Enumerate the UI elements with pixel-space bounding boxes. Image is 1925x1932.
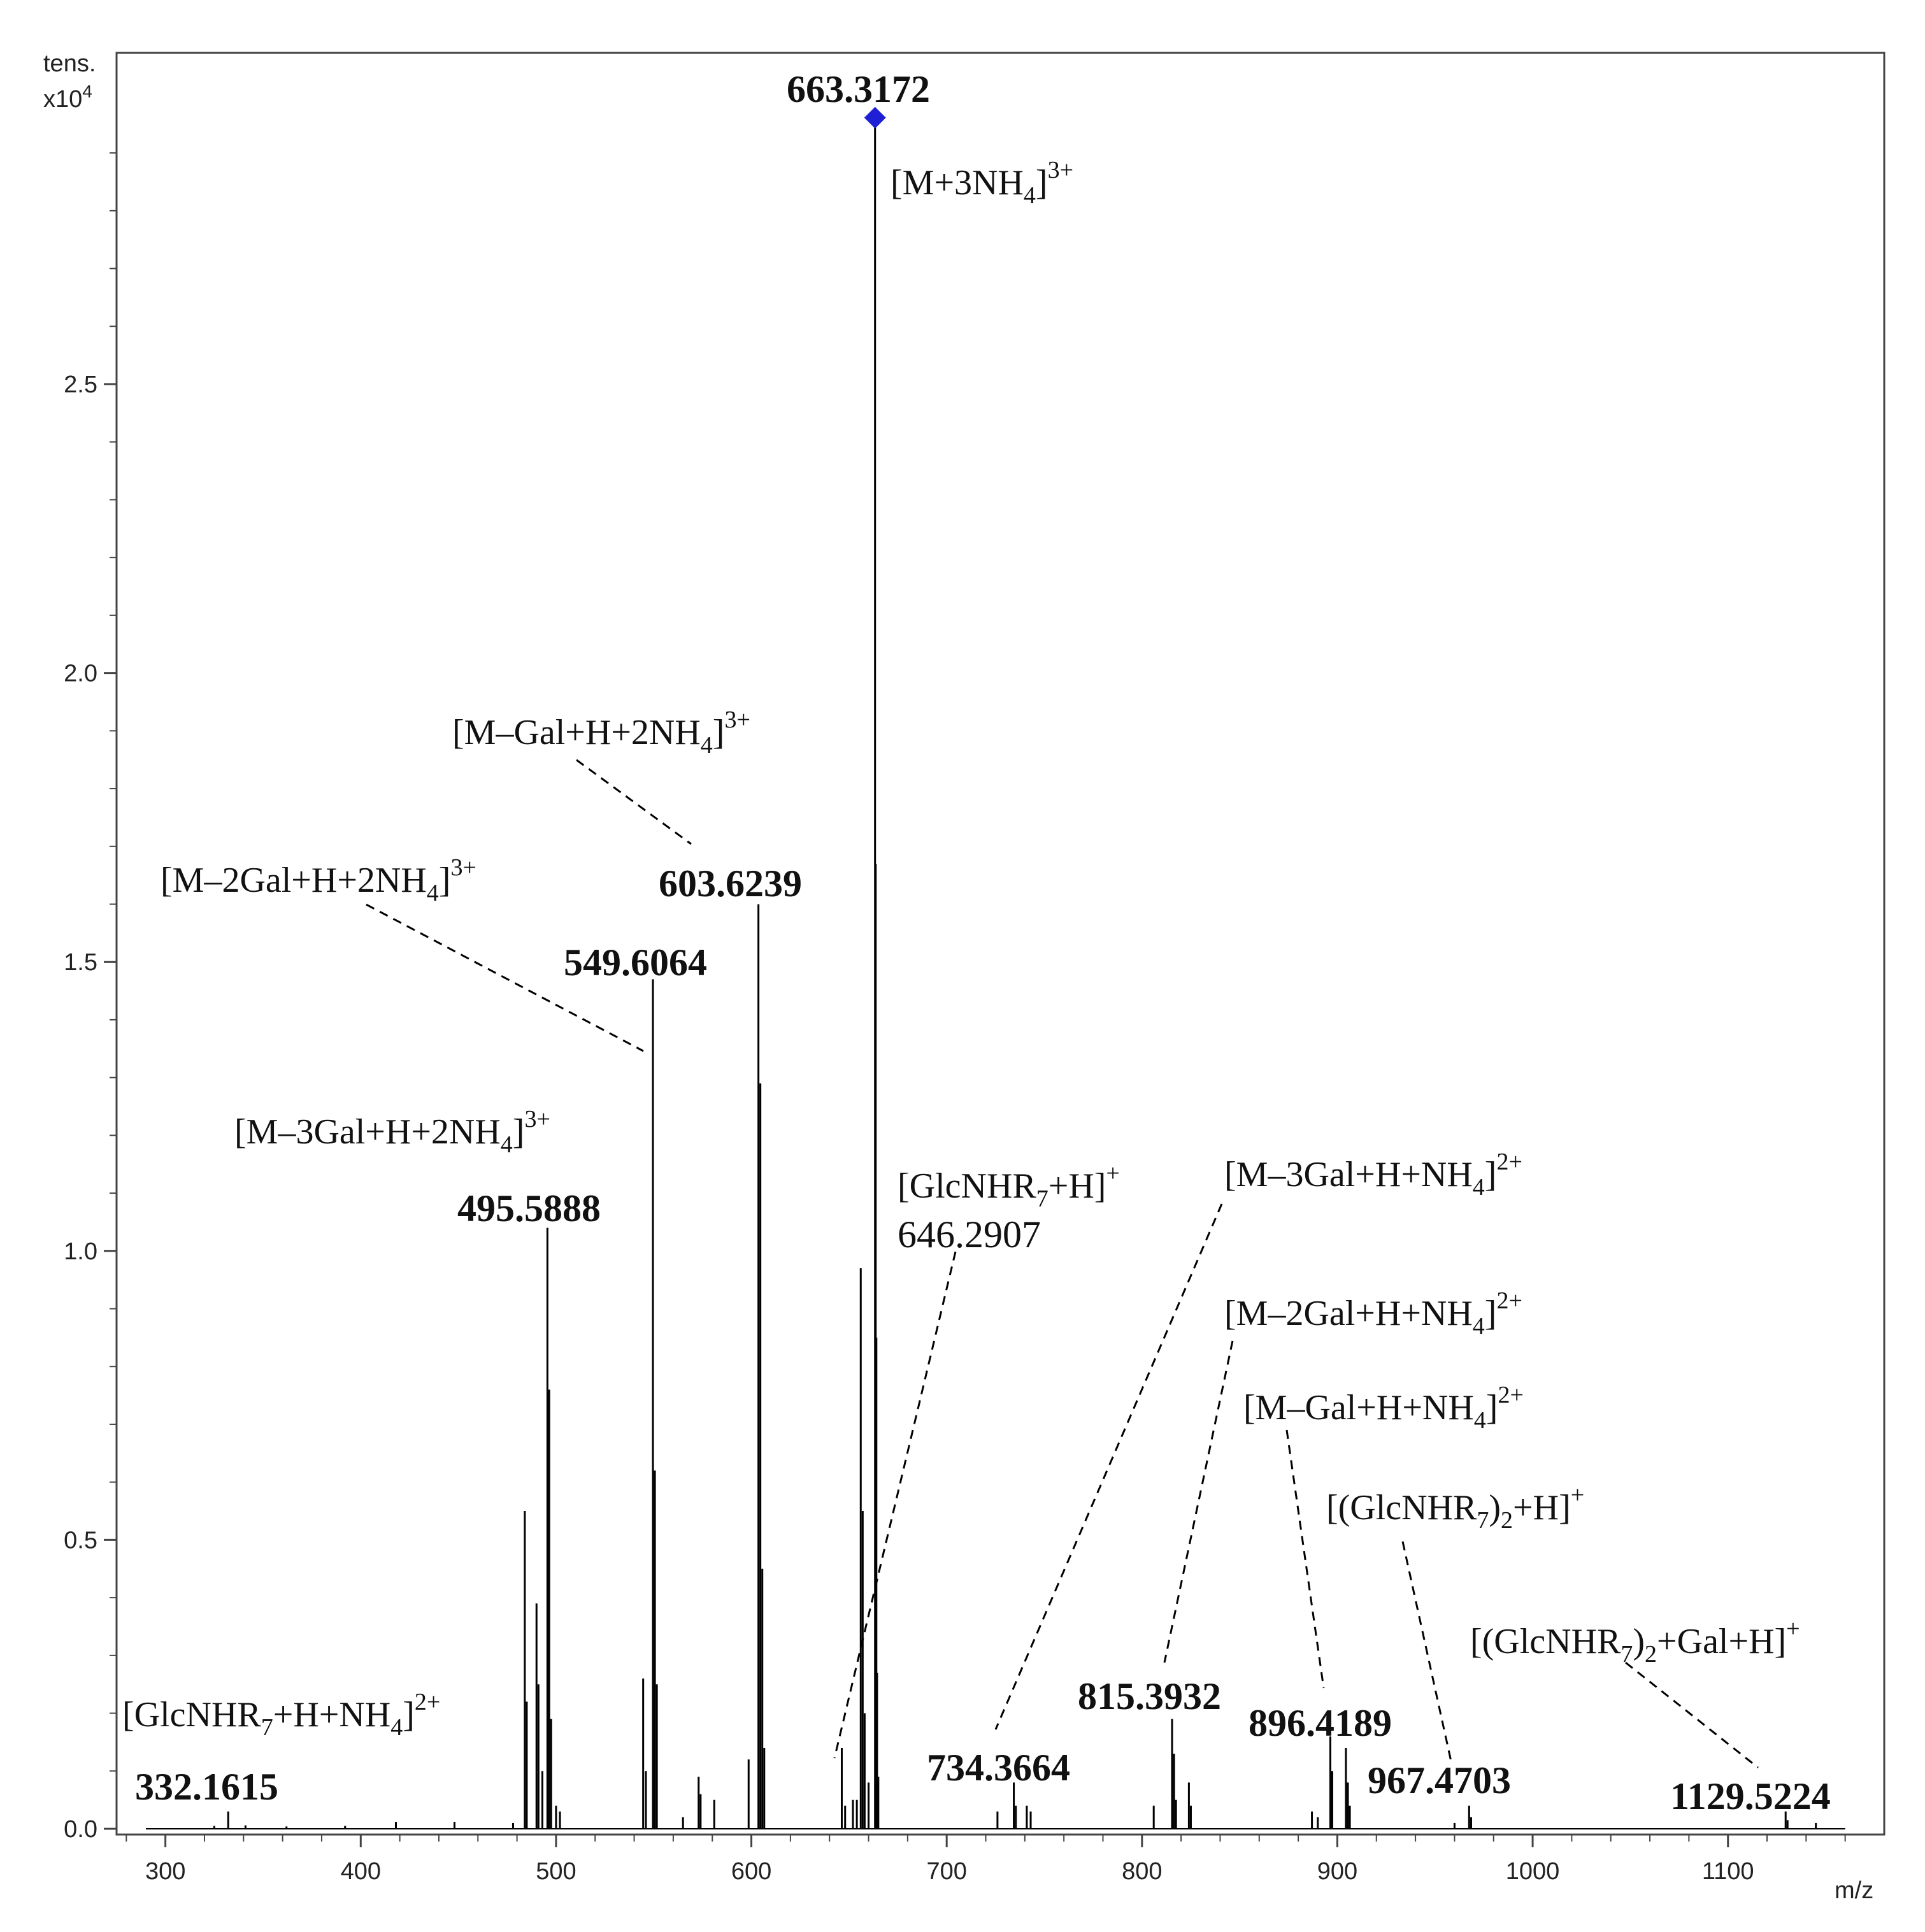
annotation-leader-lines	[366, 759, 1759, 1769]
x-tick-label-500: 500	[536, 1858, 576, 1885]
spectrum-peaks	[145, 124, 1845, 1829]
peak-label-967: 967.4703	[1368, 1759, 1511, 1801]
axes: 300 400 500 600 700 800 900 1000 1100 0.0 0.5 1.0 1.…	[64, 52, 1886, 1885]
plot-frame	[115, 52, 1886, 1836]
annotation-leader	[576, 759, 692, 845]
x-axis-title: m/z	[1835, 1877, 1873, 1904]
ion-label-glcnhr7-h: [GlcNHR7+H]+	[898, 1160, 1120, 1212]
annotation-leader	[833, 1251, 957, 1759]
peak-label-663: 663.3172	[787, 68, 930, 110]
annotation-leader	[994, 1203, 1223, 1730]
y-tick-label-2.5: 2.5	[64, 371, 97, 398]
ion-label-m-3gal-2nh4: [M–3Gal+H+2NH4]3+	[234, 1106, 550, 1158]
x-tick-label-600: 600	[731, 1858, 771, 1885]
peak-label-1129: 1129.5224	[1670, 1775, 1831, 1817]
peak-label-815: 815.3932	[1078, 1675, 1221, 1717]
y-tick-label-0: 0.0	[64, 1816, 97, 1843]
x-tick-label-1100: 1100	[1702, 1858, 1754, 1885]
ion-label-glcnhr7-2-h: [(GlcNHR7)2+H]+	[1326, 1482, 1584, 1534]
x-tick-label-400: 400	[341, 1858, 381, 1885]
peak-label-646: 646.2907	[898, 1213, 1041, 1256]
ion-label-m-3nh4: [M+3NH4]3+	[891, 157, 1073, 209]
y-axis-title: tens.	[43, 50, 96, 77]
x-tick-label-300: 300	[145, 1858, 185, 1885]
y-tick-label-2: 2.0	[64, 661, 97, 687]
peak-label-549: 549.6064	[564, 941, 707, 984]
x-tick-label-800: 800	[1122, 1858, 1162, 1885]
ion-label-glcnhr7-2-gal-h: [(GlcNHR7)2+Gal+H]+	[1470, 1615, 1800, 1668]
peak-label-896: 896.4189	[1249, 1702, 1392, 1744]
ion-label-glcnhr7-h-nh4: [GlcNHR7+H+NH4]2+	[122, 1689, 440, 1741]
y-tick-label-1: 1.0	[64, 1238, 97, 1265]
base-peak-marker	[864, 106, 886, 129]
annotation-leader	[1401, 1541, 1452, 1762]
x-tick-label-1000: 1000	[1506, 1858, 1560, 1885]
ion-label-m-2gal-2nh4: [M–2Gal+H+2NH4]3+	[161, 854, 476, 906]
peak-label-603: 603.6239	[659, 862, 802, 905]
peak-labels: 332.1615 495.5888 549.6064 603.6239 646.…	[135, 68, 1831, 1817]
peak-label-734: 734.3664	[927, 1747, 1070, 1789]
peak-label-495: 495.5888	[457, 1187, 601, 1229]
y-axis-multiplier: x104	[43, 82, 92, 113]
x-tick-label-700: 700	[926, 1858, 966, 1885]
peak-label-332: 332.1615	[135, 1766, 278, 1808]
y-tick-label-1.5: 1.5	[64, 949, 97, 976]
annotation-leader	[1625, 1661, 1759, 1769]
x-tick-label-900: 900	[1317, 1858, 1357, 1885]
y-tick-label-0.5: 0.5	[64, 1527, 97, 1554]
annotation-leader	[1285, 1429, 1325, 1689]
annotation-leader	[366, 903, 644, 1052]
